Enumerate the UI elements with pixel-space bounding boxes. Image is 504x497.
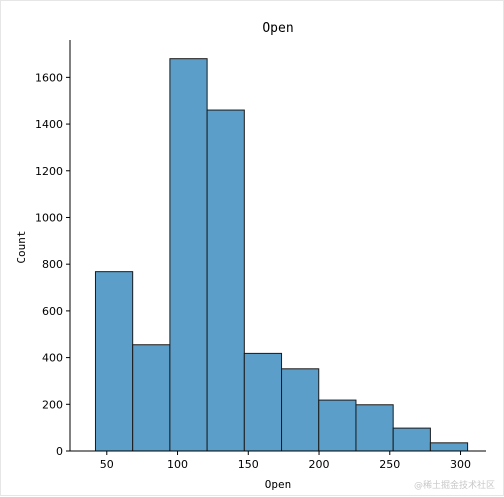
chart-title: Open [262, 21, 293, 36]
histogram-bar [94, 271, 134, 452]
axes-layer [69, 40, 486, 452]
bars-layer [94, 58, 469, 452]
x-tick-label: 300 [450, 458, 471, 471]
y-axis-label: Count [15, 230, 28, 263]
histogram-bar [132, 344, 171, 452]
y-tick-label: 800 [42, 258, 63, 271]
y-tick-label: 600 [42, 305, 63, 318]
y-tick-label: 0 [56, 445, 63, 458]
y-tick-label: 200 [42, 398, 63, 411]
histogram-bar [206, 109, 245, 452]
ticks-layer: 50 100 150 200 250 300 0 200 400 600 800 1000 1200 14… [35, 71, 471, 471]
histogram-bar [281, 368, 320, 452]
histogram-bar [318, 399, 357, 452]
y-tick-label: 1200 [35, 165, 63, 178]
histogram-bar [243, 352, 283, 452]
y-tick-label: 1000 [35, 211, 63, 224]
x-axis-label: Open [265, 478, 292, 491]
watermark-text: @稀土掘金技术社区 [413, 481, 495, 491]
histogram-bar [429, 442, 469, 452]
histogram-bar [169, 58, 208, 452]
x-tick-label: 150 [238, 458, 259, 471]
histogram-bar [392, 427, 431, 452]
y-tick-label: 1400 [35, 118, 63, 131]
x-tick-label: 100 [167, 458, 188, 471]
x-tick-label: 50 [100, 458, 114, 471]
y-tick-label: 400 [42, 352, 63, 365]
histogram-bar [355, 404, 394, 452]
y-tick-label: 1600 [35, 71, 63, 84]
x-tick-label: 250 [379, 458, 400, 471]
x-tick-label: 200 [309, 458, 330, 471]
